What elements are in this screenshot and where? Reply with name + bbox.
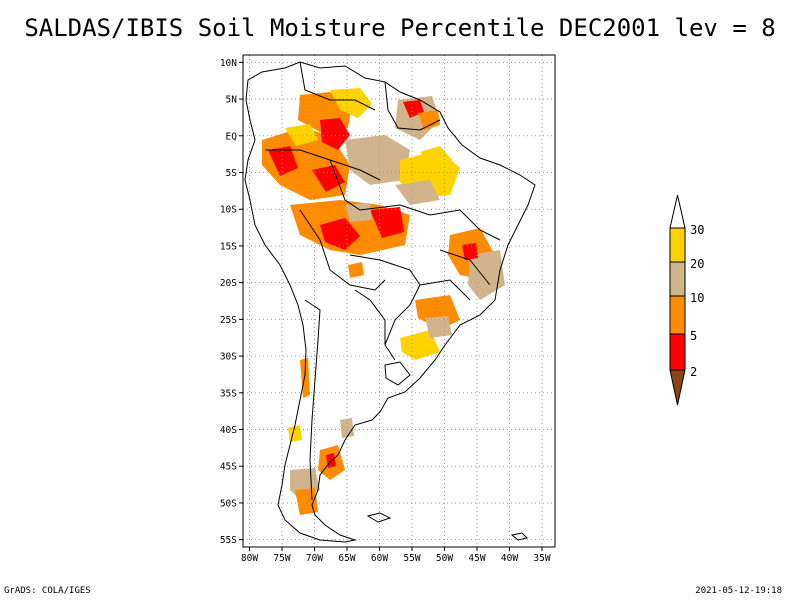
lon-tick-label: 50W [436, 553, 453, 564]
lon-tick-label: 60W [371, 553, 388, 564]
lat-tick-label: 15S [220, 241, 237, 252]
south-georgia [510, 532, 528, 541]
lat-tick-label: 25S [220, 315, 237, 326]
lat-tick-label: 50S [220, 498, 237, 509]
legend-arrow-bottom [669, 369, 686, 406]
legend-box-5-10 [669, 295, 686, 335]
patch-tan-central [345, 135, 410, 185]
patch-red-wamazon1 [320, 118, 350, 150]
patch-tan-sebr [425, 316, 452, 338]
lat-tick-label: 45S [220, 462, 237, 473]
patch-tan-samazon [345, 203, 372, 222]
uruguay [384, 361, 411, 386]
patch-orange-guiana [418, 110, 440, 130]
legend-label-2: 2 [690, 365, 697, 379]
patch-yellow-north [330, 88, 372, 118]
border-bolivia [299, 209, 386, 291]
border-guianas [384, 81, 441, 131]
lat-tick-label: 5N [226, 95, 238, 106]
border-venezuela [299, 61, 376, 111]
lon-tick-label: 75W [273, 553, 290, 564]
patch-yellow-wamazon [285, 124, 318, 146]
map-frame [242, 54, 556, 548]
border-brazil-south [349, 254, 421, 361]
longitude-labels: 80W 75W 70W 65W 60W 55W 50W 45W 40W 35W [241, 547, 551, 564]
lat-tick-label: 10N [220, 58, 237, 69]
legend-label-30: 30 [690, 223, 704, 237]
lon-tick-label: 65W [338, 553, 355, 564]
legend-label-20: 20 [690, 257, 704, 271]
patch-red-wamazon3 [312, 165, 345, 192]
map-title: SALDAS/IBIS Soil Moisture Percentile DEC… [24, 14, 776, 42]
patch-tan-central2 [395, 180, 440, 205]
lon-tick-label: 55W [403, 553, 420, 564]
latitude-labels: 10N 5N EQ 5S 10S 15S 20S 25S 30S 35S 40S 45S 50S 55S [220, 58, 243, 546]
lat-tick-label: 35S [220, 388, 237, 399]
patch-orange-bolivia [348, 262, 364, 278]
legend-arrow-top [669, 194, 686, 229]
lat-tick-label: 20S [220, 278, 237, 289]
lat-tick-label: 5S [226, 168, 238, 179]
legend-box-10-20 [669, 261, 686, 297]
percentile-patches [262, 88, 505, 515]
legend-label-5: 5 [690, 329, 697, 343]
patch-orange-patagonia2 [295, 488, 318, 515]
lon-tick-label: 80W [241, 553, 258, 564]
patch-red-eastbr [462, 243, 478, 260]
lon-tick-label: 35W [533, 553, 550, 564]
colorbar-legend: 30 20 10 5 2 [669, 194, 704, 406]
falklands [366, 512, 392, 523]
patch-red-samazon2 [370, 207, 404, 238]
lat-tick-label: 30S [220, 352, 237, 363]
footer-credit: GrADS: COLA/IGES [4, 586, 91, 596]
patch-red-wamazon2 [268, 146, 298, 176]
south-america-outline [244, 61, 536, 543]
border-brazil-states [419, 209, 501, 301]
lat-tick-label: 40S [220, 425, 237, 436]
border-paraguay [354, 289, 386, 345]
legend-box-2-5 [669, 333, 686, 371]
patch-tan-central-arg [340, 418, 354, 438]
patch-yellow-patagonia [288, 425, 302, 442]
coastline [244, 61, 536, 543]
lon-tick-label: 70W [306, 553, 323, 564]
border-brazil-west [329, 159, 431, 216]
lon-tick-label: 40W [501, 553, 518, 564]
footer-timestamp: 2021-05-12-19:18 [695, 586, 782, 596]
lat-tick-label: 55S [220, 535, 237, 546]
border-chile-arg [304, 299, 321, 501]
legend-box-20-30 [669, 227, 686, 263]
lat-tick-label: 10S [220, 205, 237, 216]
lat-lon-grid [243, 55, 555, 547]
lat-tick-label: EQ [226, 131, 238, 142]
legend-label-10: 10 [690, 291, 704, 305]
lon-tick-label: 45W [468, 553, 485, 564]
patch-red-samazon1 [320, 218, 360, 250]
